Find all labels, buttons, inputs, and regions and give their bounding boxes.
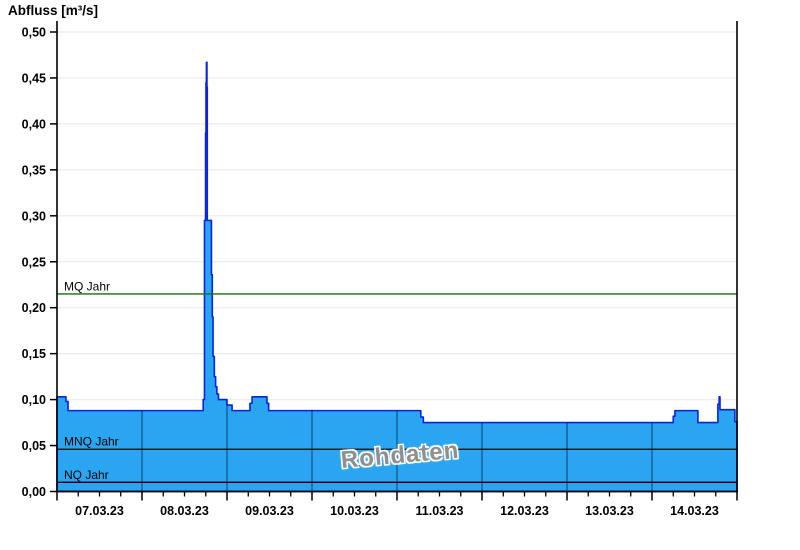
mq-jahr-label: MQ Jahr <box>64 279 110 293</box>
y-tick-label: 0,10 <box>22 393 46 407</box>
x-tick-label: 10.03.23 <box>330 504 379 518</box>
mq-jahr-reference: MQ Jahr <box>57 279 737 295</box>
y-axis-ticks: 0,00 0,05 0,10 0,15 0,20 0,25 0,30 0,35 0,40 0,45… <box>22 26 57 499</box>
y-tick-label: 0,30 <box>22 209 46 223</box>
y-tick-label: 0,15 <box>22 347 46 361</box>
y-tick-label: 0,35 <box>22 163 46 177</box>
y-tick-label: 0,45 <box>22 71 46 85</box>
x-tick-label: 12.03.23 <box>500 504 549 518</box>
y-tick-label: 0,50 <box>22 26 46 40</box>
x-tick-label: 08.03.23 <box>160 504 209 518</box>
x-axis-ticks: 07.03.23 08.03.23 09.03.23 10.03.23 11.03.23… <box>56 491 738 518</box>
nq-jahr-label: NQ Jahr <box>64 468 109 482</box>
y-tick-label: 0,00 <box>22 485 46 499</box>
y-tick-label: 0,20 <box>22 301 46 315</box>
mnq-jahr-reference: MNQ Jahr <box>57 435 737 450</box>
y-tick-label: 0,25 <box>22 255 46 269</box>
mnq-jahr-label: MNQ Jahr <box>64 435 119 449</box>
y-tick-label: 0,40 <box>22 117 46 131</box>
x-tick-label: 11.03.23 <box>416 504 464 518</box>
x-tick-label: 09.03.23 <box>245 504 294 518</box>
y-tick-label: 0,05 <box>22 439 46 453</box>
nq-jahr-reference: NQ Jahr <box>57 468 737 483</box>
y-gridlines <box>57 31 737 447</box>
x-tick-label: 07.03.23 <box>75 504 124 518</box>
chart-title: Abfluss [m³/s] <box>8 3 99 18</box>
x-tick-label: 14.03.23 <box>670 504 719 518</box>
x-tick-label: 13.03.23 <box>585 504 634 518</box>
